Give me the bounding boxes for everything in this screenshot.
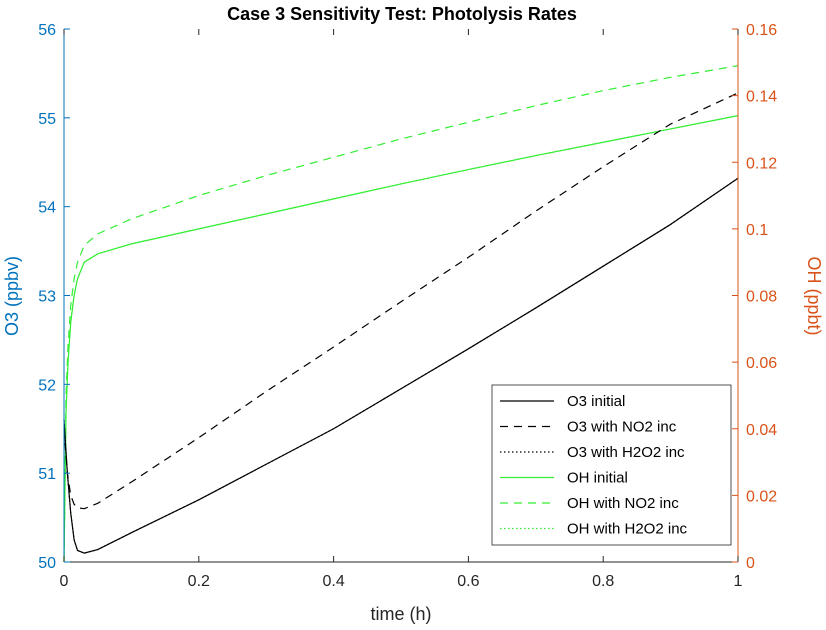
y-left-ticks: 50 51 52 53 54 55 56: [38, 22, 70, 572]
y-right-tick-label: 0.16: [746, 22, 777, 39]
y-right-tick-label: 0.08: [746, 289, 777, 306]
x-tick-label: 0.4: [322, 573, 344, 590]
series-layer: [63, 65, 739, 563]
x-tick-label: 1: [734, 573, 743, 590]
y-right-tick-label: 0.1: [746, 222, 768, 239]
x-ticks: 0 0.2 0.4 0.6 0.8 1: [60, 29, 743, 590]
legend-label: OH initial: [567, 470, 628, 487]
y-left-tick-label: 51: [38, 466, 56, 483]
series-line-oh-with-h2o2-inc: [63, 115, 739, 563]
y-left-tick-label: 50: [38, 555, 56, 572]
y-left-axis-label: O3 (ppbv): [2, 256, 22, 336]
y-right-tick-label: 0.02: [746, 488, 777, 505]
series-line-oh-with-no2-inc: [63, 65, 739, 563]
series-line-o3-with-no2-inc: [63, 92, 739, 510]
y-right-axis-label: OH (ppbt): [804, 256, 824, 335]
y-right-tick-label: 0.04: [746, 422, 777, 439]
y-left-tick-label: 56: [38, 22, 56, 39]
legend-label: OH with NO2 inc: [567, 495, 679, 512]
legend-label: O3 with H2O2 inc: [567, 444, 685, 461]
legend-box: [491, 384, 732, 546]
legend: O3 initial O3 with NO2 inc O3 with H2O2 in…: [491, 384, 732, 546]
y-right-tick-label: 0.06: [746, 355, 777, 372]
y-right-tick-label: 0.12: [746, 155, 777, 172]
y-right-tick-label: 0.14: [746, 89, 777, 106]
legend-label: O3 initial: [567, 393, 625, 410]
chart-title: Case 3 Sensitivity Test: Photolysis Rate…: [227, 4, 577, 24]
y-left-tick-label: 55: [38, 111, 56, 128]
x-axis-label: time (h): [370, 604, 431, 624]
series-line-o3-with-h2o2-inc: [63, 177, 739, 554]
y-left-tick-label: 53: [38, 289, 56, 306]
x-tick-label: 0.8: [592, 573, 614, 590]
x-tick-label: 0: [60, 573, 69, 590]
y-left-tick-label: 54: [38, 200, 56, 217]
x-tick-label: 0.6: [457, 573, 479, 590]
legend-label: O3 with NO2 inc: [567, 419, 677, 436]
x-tick-label: 0.2: [188, 573, 210, 590]
y-right-tick-label: 0: [746, 555, 755, 572]
y-right-ticks: 0 0.02 0.04 0.06 0.08 0.1 0.12 0.14 0.16: [732, 22, 777, 572]
legend-label: OH with H2O2 inc: [567, 521, 688, 538]
y-left-tick-label: 52: [38, 377, 56, 394]
